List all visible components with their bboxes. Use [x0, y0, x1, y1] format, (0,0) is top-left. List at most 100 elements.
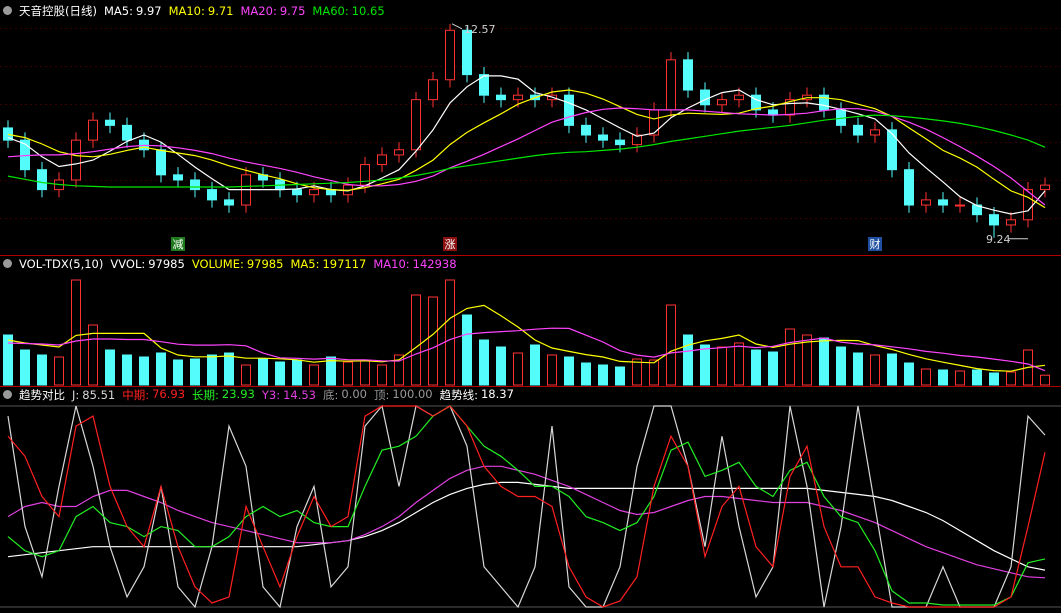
indicator-header: 趋势对比 J85.51 中期76.93 长期23.93 Y314.53 底0.00 顶100…: [0, 387, 514, 402]
volume-bar: [785, 328, 795, 386]
volume-bar: [513, 352, 523, 386]
candle-body: [1006, 219, 1016, 226]
chart-title: 趋势对比: [19, 387, 65, 402]
max-label: 12.57: [464, 23, 496, 36]
legend-entry: 趋势线18.37: [440, 387, 514, 403]
legend-entry-value: 197117: [322, 256, 367, 271]
volume-bar: [853, 352, 863, 386]
candle-body: [71, 139, 81, 181]
legend-entry-name: 趋势线: [440, 387, 478, 403]
header-icon: [3, 6, 12, 15]
max-arrow: [451, 23, 463, 30]
legend-entry-name: 长期: [192, 387, 219, 403]
legend-entry-value: 14.53: [283, 387, 316, 402]
candle-body: [1040, 184, 1050, 191]
header-icon: [3, 259, 12, 268]
level-entry: 顶100.00: [374, 387, 433, 403]
volume-bar: [734, 342, 744, 386]
candle-body: [819, 94, 829, 111]
candle-body: [649, 109, 659, 136]
volume-bar: [632, 358, 642, 386]
candle-body: [462, 29, 472, 76]
indicator-line: [7, 405, 1046, 608]
legend-entry-value: 9.75: [279, 3, 306, 18]
volume-bar: [71, 279, 81, 386]
volume-bar: [972, 369, 982, 386]
legend-entry-value: 142938: [412, 256, 457, 271]
chart-title: VOL-TDX(5,10): [19, 256, 104, 271]
candle-body: [37, 169, 47, 191]
legend-entry: Y314.53: [262, 388, 316, 402]
legend-entry: J85.51: [72, 388, 115, 402]
candle-body: [88, 119, 98, 141]
volume-bar: [37, 354, 47, 386]
candle-body: [360, 164, 370, 186]
volume-bar: [445, 279, 455, 386]
candle-body: [853, 124, 863, 136]
candle-body: [309, 189, 319, 196]
level-entry-value: 0.00: [341, 386, 367, 401]
candle-body: [598, 134, 608, 141]
legend-entry-name: MA5: [290, 257, 319, 271]
candle-body: [938, 199, 948, 206]
legend-entry-name: MA5: [104, 4, 133, 18]
ma-line: [7, 114, 1046, 188]
volume-bar: [751, 349, 761, 386]
level-entry-value: 100.00: [392, 386, 433, 401]
volume-bar: [955, 370, 965, 386]
event-label: 减: [173, 238, 184, 251]
volume-header: VOL-TDX(5,10)VVOL97985VOLUME97985MA51971…: [0, 256, 457, 271]
candle-body: [921, 199, 931, 206]
value-entry-name: VVOL: [110, 257, 145, 271]
volume-bar: [360, 359, 370, 386]
volume-bar: [173, 359, 183, 386]
legend-entry-name: Y3: [262, 388, 280, 402]
level-entry-name: 顶: [374, 387, 389, 403]
candle-body: [428, 79, 438, 101]
event-label: 涨: [445, 238, 456, 251]
candle-body: [904, 169, 914, 206]
volume-bar: [224, 352, 234, 386]
candle-body: [377, 154, 387, 166]
candle-body: [224, 199, 234, 206]
volume-bar: [989, 372, 999, 386]
candle-body: [513, 94, 523, 101]
volume-bar: [20, 349, 30, 386]
volume-bar: [3, 334, 13, 386]
legend-entry: MA109.71: [169, 4, 234, 18]
candle-body: [632, 134, 642, 146]
volume-bar: [921, 368, 931, 386]
volume-bar: [394, 354, 404, 386]
volume-bar: [309, 364, 319, 386]
volume-bar: [292, 359, 302, 386]
legend-entry-name: MA10: [373, 257, 409, 271]
candle-body: [207, 189, 217, 201]
volume-bar: [207, 354, 217, 386]
legend-entry-value: 9.97: [135, 3, 162, 18]
volume-bar: [54, 356, 64, 386]
volume-bar: [802, 334, 812, 386]
level-entry: 底0.00: [323, 387, 367, 403]
volume-bar: [530, 344, 540, 386]
volume-bar: [887, 353, 897, 386]
value-entry: VOLUME97985: [192, 257, 284, 271]
volume-bar: [615, 366, 625, 386]
level-entry-name: 底: [323, 387, 338, 403]
candle-body: [717, 99, 727, 106]
legend-entry-name: J: [72, 388, 79, 402]
candle-body: [292, 189, 302, 196]
candle-body: [870, 129, 880, 136]
price-header: 天音控股(日线) MA59.97 MA109.71 MA209.75 MA6010.65: [0, 3, 385, 18]
candle-body: [394, 149, 404, 156]
legend-entry-name: MA60: [312, 4, 348, 18]
candle-body: [785, 99, 795, 116]
event-label: 财: [870, 237, 881, 251]
volume-bar: [275, 361, 285, 386]
candle-body: [734, 94, 744, 101]
volume-bar: [717, 346, 727, 386]
candle-body: [564, 94, 574, 126]
volume-bar: [377, 364, 387, 386]
candle-body: [122, 124, 132, 141]
